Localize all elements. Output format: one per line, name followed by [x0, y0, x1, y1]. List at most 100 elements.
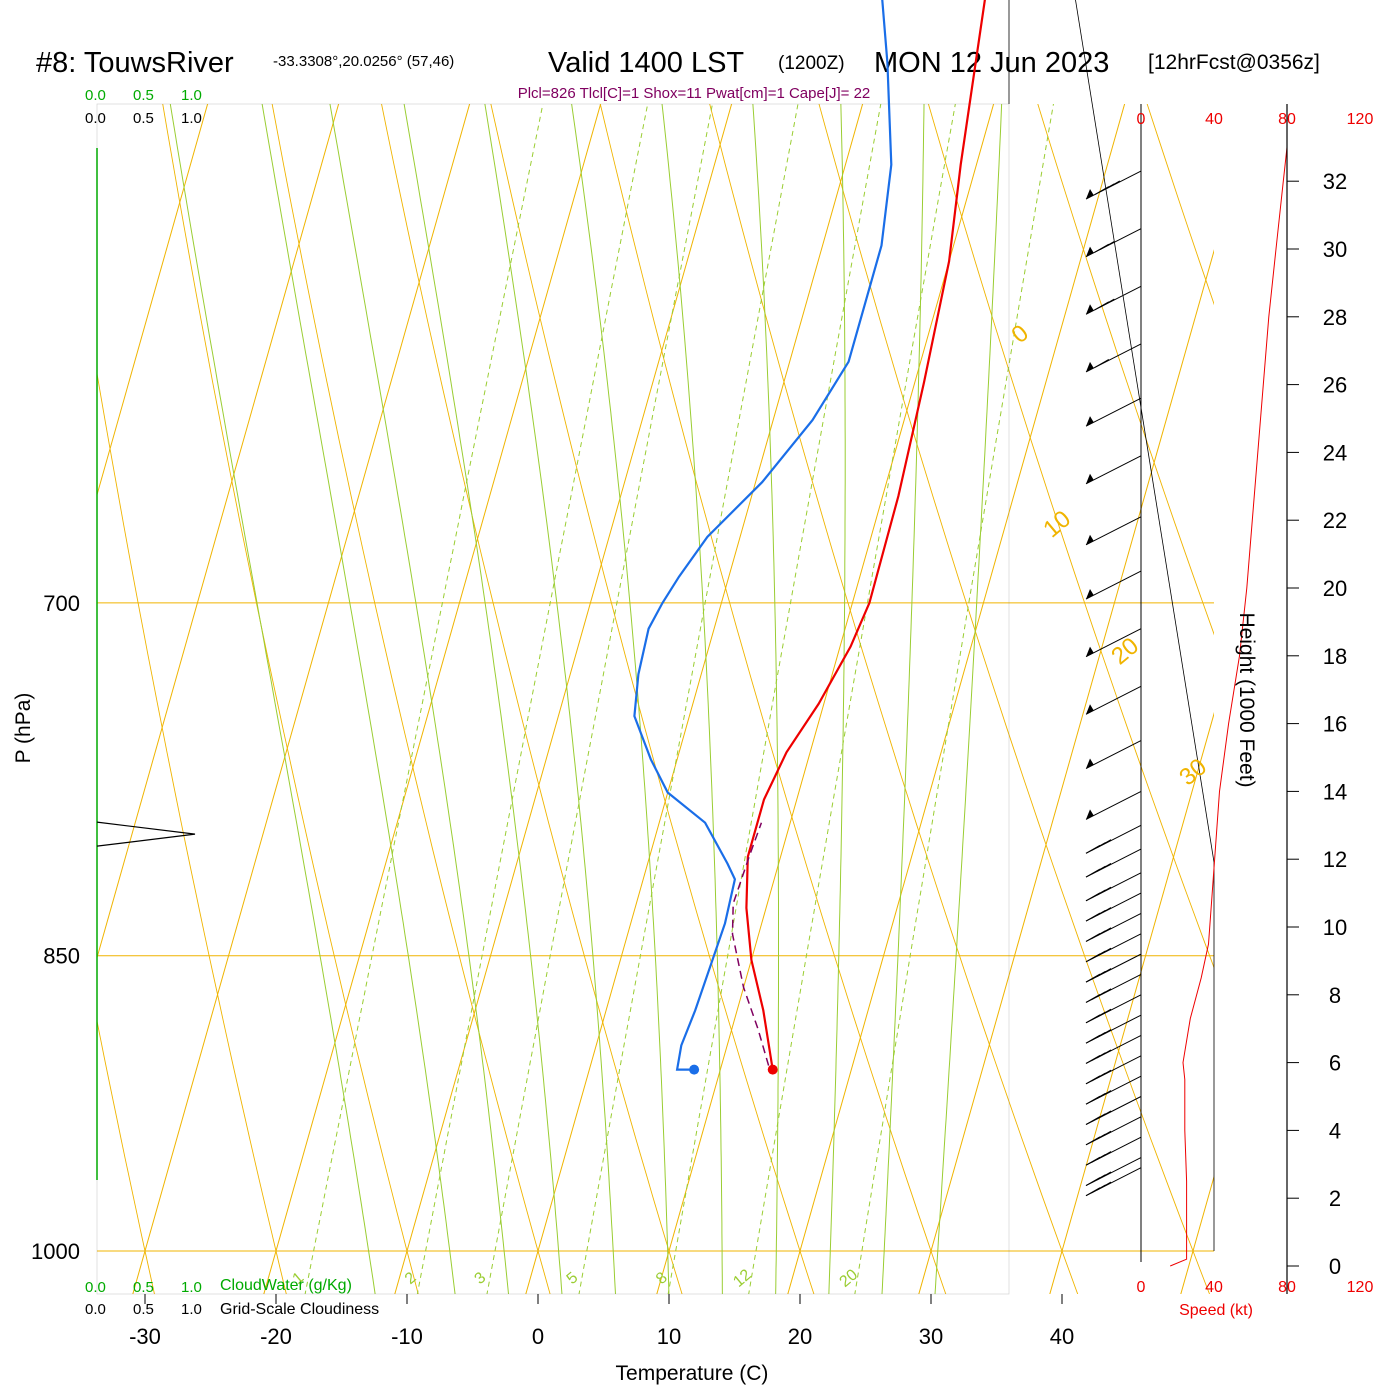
station-coords: -33.3308°,20.0256° (57,46) — [273, 53, 454, 70]
top-cloudwater-tick-1: 0.5 — [133, 87, 154, 104]
isotherm-label-right: 30 — [1174, 753, 1212, 791]
dry-adiabat — [818, 104, 1211, 1294]
barb-staff — [1085, 285, 1142, 315]
barb-flag — [1096, 988, 1112, 998]
wind-barb — [1085, 740, 1142, 769]
barb-pennant — [1086, 246, 1094, 257]
cloudiness-label: Grid-Scale Cloudiness — [220, 1301, 379, 1318]
isotherm-label-right: 20 — [1106, 632, 1144, 670]
wind-barb — [1085, 455, 1142, 485]
top-cloudiness-tick-0: 0.0 — [85, 110, 106, 127]
barb-flag — [1096, 1171, 1112, 1181]
barb-flag — [1105, 180, 1121, 190]
isotherm-label-right: 10 — [1038, 505, 1076, 543]
height-tick-label: 2 — [1329, 1186, 1341, 1211]
barb-flag — [1096, 927, 1112, 937]
mixing-ratio-line — [667, 104, 882, 1294]
height-tick-label: 10 — [1323, 915, 1347, 940]
x-tick-label: 0 — [532, 1324, 544, 1349]
moist-adiabat — [261, 104, 456, 1294]
mixing-ratio-label: 2 — [402, 1269, 420, 1288]
barb-flag — [1096, 907, 1112, 916]
speed-tick-bottom: 0 — [1137, 1279, 1146, 1296]
isotherm-line — [787, 104, 1126, 1294]
wind-barb — [1085, 1055, 1142, 1085]
wind-barb — [1085, 1167, 1142, 1197]
isotherm-line — [263, 104, 602, 1294]
wind-barb — [1085, 1136, 1142, 1166]
mixing-ratio-label: 12 — [730, 1266, 755, 1291]
barb-staff — [1085, 740, 1142, 769]
barb-flag — [1100, 240, 1115, 250]
wind-barb — [1085, 1075, 1142, 1105]
wind-barb — [1085, 933, 1142, 963]
bottom-cloudiness-tick-0: 0.0 — [85, 1301, 106, 1318]
surface-point-temperature — [767, 1064, 778, 1075]
series-temperature — [745, 0, 986, 1070]
p-tick-label: 1000 — [31, 1239, 80, 1264]
wind-barb — [1085, 516, 1142, 546]
isotherm-line — [918, 249, 1214, 1294]
barb-staff — [1085, 397, 1142, 427]
isotherm-line — [0, 0, 72, 1340]
barb-pennant — [1086, 758, 1094, 769]
isotherm-label-right: 0 — [1006, 320, 1034, 349]
barb-pennant — [1086, 473, 1094, 484]
wind-barb — [1085, 872, 1142, 902]
wind-barb — [1085, 994, 1142, 1024]
x-tick-label: -10 — [391, 1324, 423, 1349]
wind-barb — [1085, 1096, 1142, 1125]
x-tick-label: 10 — [657, 1324, 681, 1349]
wind-barb — [1085, 1014, 1142, 1044]
dry-adiabat — [599, 104, 947, 1294]
barb-flag — [1096, 839, 1112, 849]
isotherm-line — [0, 0, 203, 1340]
barb-pennant — [1086, 361, 1094, 372]
height-tick-label: 24 — [1323, 440, 1347, 465]
barb-flag — [1096, 862, 1112, 872]
station-title: #8: TouwsRiver — [36, 47, 234, 79]
dry-adiabat — [97, 1018, 155, 1294]
dry-adiabat — [97, 371, 287, 1294]
barb-staff — [1085, 790, 1142, 820]
bottom-cloudwater-tick-2: 1.0 — [181, 1279, 202, 1296]
isotherm-line — [0, 0, 334, 1340]
isotherm-line — [132, 104, 471, 1294]
height-tick-label: 6 — [1329, 1051, 1341, 1076]
mixing-ratio-line — [486, 104, 713, 1294]
barb-pennant — [1086, 304, 1094, 315]
bottom-cloudiness-tick-2: 1.0 — [181, 1301, 202, 1318]
barb-flag — [1096, 947, 1112, 957]
speed-tick-bottom: 40 — [1205, 1279, 1223, 1296]
wind-barb — [1085, 892, 1142, 922]
mixing-ratio-line — [304, 104, 544, 1294]
moist-adiabat — [571, 104, 670, 1294]
speed-profile-line — [1170, 147, 1288, 1267]
valid-time: Valid 1400 LST — [548, 47, 744, 79]
mixing-ratio-line — [578, 104, 799, 1294]
wind-barb — [1085, 1157, 1142, 1186]
wind-barb — [1085, 228, 1142, 258]
isotherm-line — [0, 0, 465, 1340]
barb-staff — [1085, 455, 1142, 485]
wind-barb — [1085, 397, 1142, 427]
wind-barb — [1085, 790, 1142, 820]
wind-barb — [1085, 953, 1142, 983]
height-tick-label: 12 — [1323, 847, 1347, 872]
barb-flag — [1096, 1090, 1112, 1099]
p-tick-label: 850 — [43, 944, 80, 969]
height-tick-label: 22 — [1323, 508, 1347, 533]
moist-adiabat — [169, 104, 376, 1294]
barb-pennant — [1086, 589, 1094, 600]
x-tick-label: -20 — [260, 1324, 292, 1349]
wind-barb — [1085, 285, 1142, 315]
wind-barb — [1085, 848, 1142, 878]
dry-adiabat — [709, 104, 1079, 1294]
height-tick-label: 28 — [1323, 305, 1347, 330]
wind-barb — [1085, 343, 1142, 373]
height-tick-label: 32 — [1323, 169, 1347, 194]
x-tick-label: 40 — [1050, 1324, 1074, 1349]
series-parcel — [731, 822, 770, 1066]
barb-flag — [1096, 1029, 1112, 1038]
